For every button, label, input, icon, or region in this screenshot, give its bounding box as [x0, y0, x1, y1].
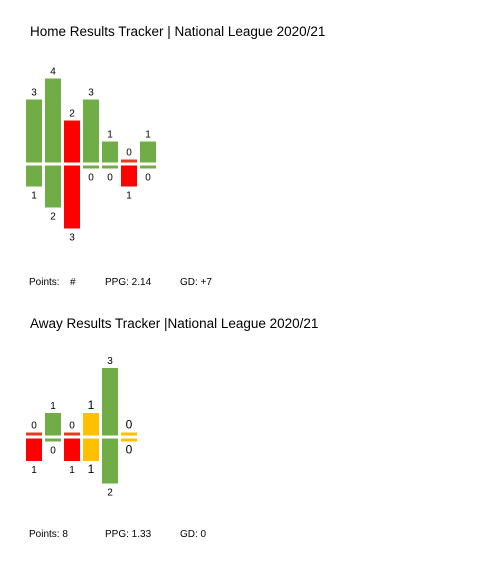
away-chart-title: Away Results Tracker |National League 20… [30, 316, 319, 331]
home-goals-for-bar-3 [64, 120, 80, 163]
home-goals-against-bar-1 [26, 165, 42, 187]
home-goals-for-bar-4 [83, 99, 99, 163]
away-goals-for-bar-2 [45, 413, 61, 436]
away-goals-for-label-3: 0 [69, 421, 75, 432]
home-goals-for-bar-6 [121, 159, 137, 163]
home-goals-against-label-5: 0 [107, 173, 113, 184]
home-points-value: # [70, 277, 76, 288]
away-goals-against-bar-4 [83, 438, 99, 461]
home-goals-against-bar-6 [121, 165, 137, 187]
home-ppg: PPG: 2.14 [105, 277, 152, 288]
away-goals-against-bar-3 [64, 438, 80, 461]
away-goals-against-bar-5 [102, 438, 118, 484]
home-goals-against-bar-2 [45, 165, 61, 208]
home-goals-against-bar-3 [64, 165, 80, 229]
home-goals-for-bar-5 [102, 141, 118, 163]
home-goals-for-label-4: 3 [88, 88, 94, 99]
away-goals-for-label-5: 3 [107, 356, 113, 367]
away-goals-for-label-1: 0 [31, 421, 37, 432]
home-goals-for-label-3: 2 [69, 109, 75, 120]
away-goals-against-label-3: 1 [69, 465, 75, 476]
away-goals-against-bar-1 [26, 438, 42, 461]
home-goals-against-bar-7 [140, 165, 156, 169]
away-goals-against-label-4: 1 [88, 462, 95, 476]
away-goals-for-label-4: 1 [88, 398, 95, 412]
home-goals-for-bar-7 [140, 141, 156, 163]
away-goals-for-bar-1 [26, 432, 42, 436]
home-goals-for-label-5: 1 [107, 130, 113, 141]
away-goals-against-label-1: 1 [31, 465, 37, 476]
home-goals-against-bar-5 [102, 165, 118, 169]
home-goals-for-label-2: 4 [50, 67, 56, 78]
away-ppg: PPG: 1.33 [105, 529, 152, 540]
home-points-label: Points: [29, 277, 60, 288]
home-goals-for-bar-2 [45, 78, 61, 163]
away-goals-for-bar-6 [121, 432, 137, 436]
home-goals-for-bar-1 [26, 99, 42, 163]
away-goals-against-label-5: 2 [107, 488, 113, 499]
home-goals-for-label-1: 3 [31, 88, 37, 99]
home-goals-against-bar-4 [83, 165, 99, 169]
away-gd: GD: 0 [180, 529, 207, 540]
home-goals-against-label-1: 1 [31, 191, 37, 202]
away-goals-against-label-2: 0 [50, 446, 56, 457]
home-goals-for-label-7: 1 [145, 130, 151, 141]
away-goals-for-label-2: 1 [50, 401, 56, 412]
home-results-chart: 3 1 4 2 2 3 3 0 1 0 0 1 1 0 [26, 67, 156, 244]
home-gd: GD: +7 [180, 277, 212, 288]
home-goals-against-label-7: 0 [145, 173, 151, 184]
away-goals-for-bar-4 [83, 413, 99, 436]
home-goals-against-label-3: 3 [69, 233, 75, 244]
away-goals-for-bar-5 [102, 368, 118, 436]
away-goals-for-label-6: 0 [126, 418, 133, 432]
away-results-chart: 0 1 1 0 0 1 1 1 3 2 0 0 [26, 356, 137, 499]
home-goals-against-label-2: 2 [50, 212, 56, 223]
away-goals-for-bar-3 [64, 432, 80, 436]
home-goals-for-label-6: 0 [126, 148, 132, 159]
away-goals-against-bar-6 [121, 438, 137, 442]
home-goals-against-label-6: 1 [126, 191, 132, 202]
away-goals-against-label-6: 0 [126, 443, 133, 457]
home-goals-against-label-4: 0 [88, 173, 94, 184]
away-goals-against-bar-2 [45, 438, 61, 442]
home-chart-title: Home Results Tracker | National League 2… [30, 24, 326, 39]
away-points-label: Points: 8 [29, 529, 68, 540]
